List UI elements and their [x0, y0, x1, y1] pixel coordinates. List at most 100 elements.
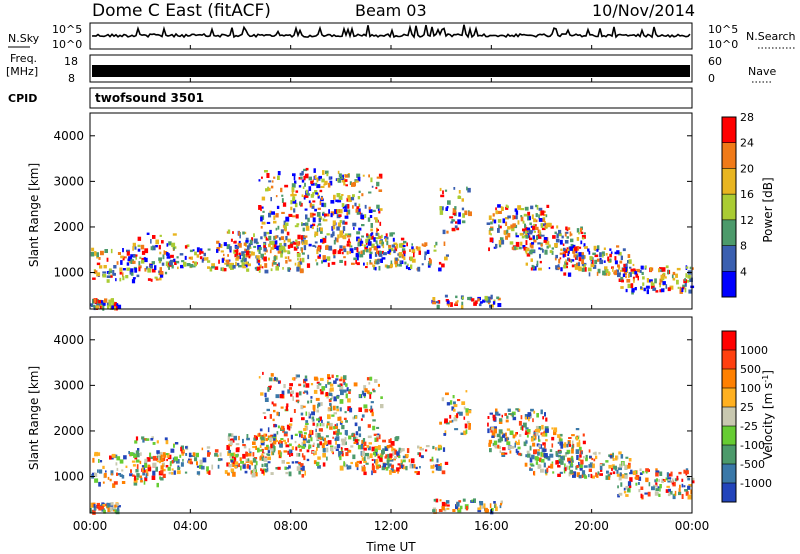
velocity-echo-cell	[368, 409, 371, 412]
velocity-echo-cell	[431, 470, 435, 474]
velocity-echo-cell	[139, 460, 142, 465]
power-echo-cell	[96, 301, 101, 306]
power-echo-cell	[224, 262, 227, 265]
velocity-echo-cell	[666, 472, 669, 478]
power-echo-cell	[307, 254, 310, 260]
power-echo-cell	[102, 271, 106, 274]
velocity-echo-cell	[280, 452, 282, 458]
power-echo-cell	[296, 252, 301, 258]
power-echo-cell	[158, 245, 161, 250]
velocity-echo-cell	[393, 448, 396, 451]
power-echo-cell	[548, 244, 551, 248]
velocity-echo-cell	[358, 433, 362, 438]
power-echo-cell	[141, 257, 145, 261]
velocity-echo-cell	[207, 452, 211, 455]
power-echo-cell	[558, 258, 561, 264]
velocity-echo-cell	[525, 440, 528, 444]
power-echo-cell	[401, 254, 405, 259]
power-echo-cell	[533, 265, 535, 270]
power-echo-cell	[500, 237, 504, 241]
power-echo-cell	[328, 176, 332, 180]
velocity-echo-cell	[116, 456, 121, 461]
velocity-echo-cell	[135, 469, 139, 473]
power-echo-cell	[510, 224, 514, 229]
power-echo-cell	[560, 267, 563, 272]
velocity-echo-cell	[310, 396, 313, 399]
power-echo-cell	[307, 217, 310, 222]
velocity-echo-cell	[274, 424, 278, 428]
power-echo-cell	[409, 256, 414, 262]
velocity-echo-cell	[328, 408, 330, 412]
velocity-echo-cell	[275, 438, 277, 442]
velocity-echo-cell	[624, 474, 628, 479]
power-echo-cell	[535, 219, 538, 223]
velocity-echo-cell	[251, 472, 256, 478]
velocity-echo-cell	[192, 452, 196, 457]
power-echo-cell	[312, 244, 316, 247]
velocity-echo-cell	[260, 441, 265, 446]
velocity-echo-cell	[164, 437, 168, 441]
power-echo-cell	[207, 248, 211, 251]
power-echo-cell	[376, 227, 378, 233]
power-echo-cell	[349, 242, 352, 248]
power-echo-cell	[293, 193, 297, 197]
velocity-echo-cell	[353, 441, 357, 444]
power-echo-cell	[540, 243, 543, 247]
velocity-echo-cell	[274, 376, 277, 381]
power-echo-cell	[418, 250, 421, 255]
velocity-echo-cell	[316, 423, 319, 426]
power-y-tick-label: 1000	[53, 266, 84, 280]
power-echo-cell	[301, 252, 305, 255]
velocity-echo-cell	[576, 465, 579, 468]
power-echo-cell	[158, 272, 160, 275]
velocity-echo-cell	[530, 408, 534, 412]
power-echo-cell	[376, 204, 380, 209]
power-echo-cell	[462, 296, 464, 300]
velocity-echo-cell	[560, 460, 564, 465]
velocity-echo-cell	[438, 444, 442, 449]
power-echo-cell	[100, 304, 105, 308]
power-echo-cell	[435, 241, 438, 246]
velocity-echo-cell	[217, 458, 221, 462]
velocity-echo-cell	[540, 409, 543, 415]
power-echo-cell	[388, 249, 392, 253]
velocity-echo-cell	[504, 437, 507, 442]
velocity-echo-cell	[242, 453, 246, 459]
velocity-colorbar-tick-label: 1000	[740, 344, 768, 357]
power-echo-cell	[566, 262, 569, 265]
power-echo-cell	[555, 254, 558, 259]
power-echo-cell	[338, 209, 343, 214]
velocity-echo-cell	[493, 428, 497, 434]
power-echo-cell	[679, 286, 682, 292]
velocity-echo-cell	[569, 469, 573, 474]
power-echo-cell	[269, 229, 272, 234]
noise-sky-trace	[91, 24, 691, 39]
velocity-echo-cell	[572, 475, 576, 478]
power-echo-cell	[283, 220, 286, 226]
velocity-echo-cell	[278, 380, 280, 384]
power-echo-cell	[616, 250, 620, 255]
velocity-echo-cell	[691, 480, 695, 484]
power-echo-cell	[558, 229, 562, 234]
power-echo-cell	[245, 261, 248, 266]
power-echo-cell	[627, 254, 631, 258]
power-echo-cell	[619, 260, 623, 264]
power-echo-cell	[507, 233, 511, 238]
power-echo-cell	[250, 251, 254, 255]
velocity-echo-cell	[479, 500, 481, 504]
power-echo-cell	[106, 257, 109, 262]
power-echo-cell	[564, 261, 568, 266]
power-echo-cell	[424, 255, 426, 261]
velocity-echo-cell	[310, 429, 312, 435]
velocity-echo-cell	[439, 499, 442, 502]
power-echo-cell	[523, 229, 525, 234]
velocity-echo-cell	[393, 458, 396, 461]
velocity-echo-cell	[237, 463, 240, 468]
power-echo-cell	[689, 277, 693, 282]
power-echo-cell	[577, 246, 582, 249]
power-echo-cell	[280, 187, 283, 193]
power-echo-cell	[433, 245, 436, 248]
freq-label-line1: Freq.	[10, 52, 37, 65]
power-echo-cell	[251, 237, 254, 242]
power-echo-cell	[407, 263, 409, 267]
